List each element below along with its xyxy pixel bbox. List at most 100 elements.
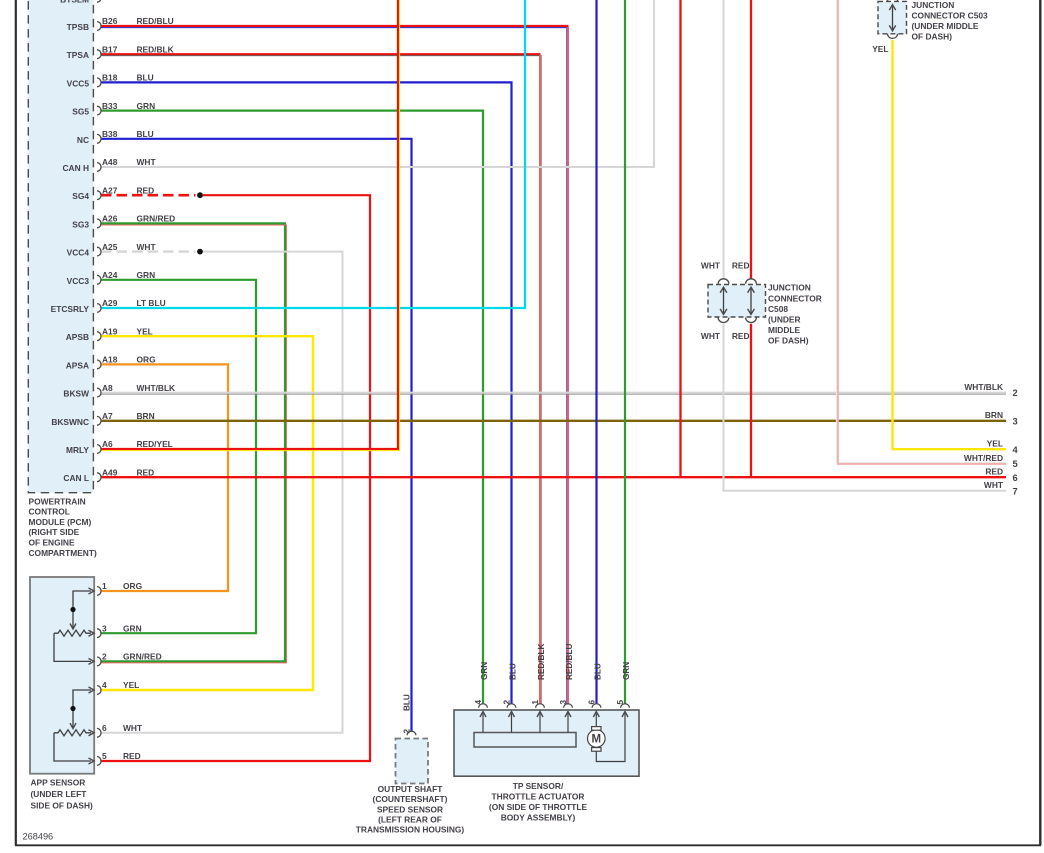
svg-text:2: 2 <box>102 652 107 662</box>
svg-text:(UNDER MIDDLE: (UNDER MIDDLE <box>912 21 979 31</box>
svg-text:RED: RED <box>732 260 750 270</box>
svg-text:APSA: APSA <box>66 360 89 370</box>
svg-text:TPSB: TPSB <box>67 22 89 32</box>
svg-text:GRN: GRN <box>622 662 631 680</box>
svg-text:3: 3 <box>559 700 568 705</box>
svg-text:ORG: ORG <box>123 581 142 591</box>
svg-text:(ON SIDE OF THROTTLE: (ON SIDE OF THROTTLE <box>489 802 588 812</box>
svg-text:WHT/BLK: WHT/BLK <box>964 382 1003 392</box>
svg-text:A27: A27 <box>102 185 118 195</box>
svg-text:ETCSRLY: ETCSRLY <box>51 304 90 314</box>
svg-text:268496: 268496 <box>23 832 54 842</box>
svg-text:6: 6 <box>587 700 596 705</box>
svg-text:RED: RED <box>985 467 1003 477</box>
svg-text:YEL: YEL <box>123 680 139 690</box>
svg-text:WHT: WHT <box>984 480 1004 490</box>
svg-text:M: M <box>592 734 602 746</box>
svg-text:TRANSMISSION HOUSING): TRANSMISSION HOUSING) <box>356 825 465 835</box>
svg-text:YEL: YEL <box>987 439 1003 449</box>
svg-text:SPEED SENSOR: SPEED SENSOR <box>377 804 443 814</box>
svg-text:MODULE (PCM): MODULE (PCM) <box>29 517 92 527</box>
svg-text:RED/BLK: RED/BLK <box>537 644 546 680</box>
svg-text:BLU: BLU <box>137 129 154 139</box>
svg-text:5: 5 <box>1013 459 1018 469</box>
svg-text:C508: C508 <box>768 304 788 314</box>
svg-text:SIDE OF DASH): SIDE OF DASH) <box>31 800 94 810</box>
svg-text:A18: A18 <box>102 355 118 365</box>
svg-text:OF DASH): OF DASH) <box>912 31 953 41</box>
svg-text:GRN: GRN <box>137 270 156 280</box>
svg-text:CONTROL: CONTROL <box>29 507 70 517</box>
svg-text:RED: RED <box>732 331 750 341</box>
svg-text:JUNCTION: JUNCTION <box>768 283 811 293</box>
svg-text:(UNDER LEFT: (UNDER LEFT <box>31 789 88 799</box>
svg-text:POWERTRAIN: POWERTRAIN <box>29 496 86 506</box>
svg-text:THROTTLE ACTUATOR: THROTTLE ACTUATOR <box>492 791 585 801</box>
svg-text:SG5: SG5 <box>72 107 89 117</box>
svg-text:RED: RED <box>137 467 155 477</box>
svg-text:BLU: BLU <box>137 73 154 83</box>
svg-text:RED/BLU: RED/BLU <box>565 644 574 680</box>
svg-text:6: 6 <box>1013 473 1018 483</box>
svg-text:3: 3 <box>1013 416 1018 426</box>
svg-text:ORG: ORG <box>137 355 156 365</box>
svg-text:CAN H: CAN H <box>62 163 89 173</box>
svg-text:VCC4: VCC4 <box>67 248 90 258</box>
svg-text:BTSLM: BTSLM <box>60 0 89 5</box>
svg-text:APSB: APSB <box>66 332 89 342</box>
svg-text:BLU: BLU <box>509 663 518 680</box>
svg-text:2: 2 <box>1013 388 1018 398</box>
svg-text:OUTPUT SHAFT: OUTPUT SHAFT <box>378 784 444 794</box>
svg-text:2: 2 <box>402 729 411 734</box>
svg-text:7: 7 <box>1013 486 1018 496</box>
svg-text:BLU: BLU <box>402 694 411 711</box>
svg-text:4: 4 <box>1013 445 1019 455</box>
svg-text:WHT/BLK: WHT/BLK <box>137 383 176 393</box>
svg-text:RED: RED <box>137 185 155 195</box>
svg-text:A24: A24 <box>102 270 118 280</box>
svg-text:4: 4 <box>102 680 107 690</box>
svg-text:TPSA: TPSA <box>67 50 89 60</box>
svg-text:6: 6 <box>102 723 107 733</box>
svg-text:1: 1 <box>102 581 107 591</box>
svg-text:(UNDER: (UNDER <box>768 315 801 325</box>
svg-text:B17: B17 <box>102 44 118 54</box>
svg-text:A19: A19 <box>102 326 118 336</box>
svg-text:COMPARTMENT): COMPARTMENT) <box>29 548 97 558</box>
svg-text:2: 2 <box>502 700 511 705</box>
svg-text:A25: A25 <box>102 242 118 252</box>
svg-text:B18: B18 <box>102 73 118 83</box>
svg-text:A49: A49 <box>102 467 118 477</box>
svg-text:BRN: BRN <box>137 411 155 421</box>
svg-text:WHT: WHT <box>701 331 721 341</box>
svg-text:WHT: WHT <box>137 157 157 167</box>
svg-text:MIDDLE: MIDDLE <box>768 325 801 335</box>
svg-text:A8: A8 <box>102 383 113 393</box>
svg-text:WHT: WHT <box>137 242 157 252</box>
svg-text:RED/BLK: RED/BLK <box>137 44 174 54</box>
svg-text:WHT/RED: WHT/RED <box>964 453 1003 463</box>
svg-text:B26: B26 <box>102 16 118 26</box>
svg-text:GRN: GRN <box>137 101 156 111</box>
svg-text:B33: B33 <box>102 101 118 111</box>
svg-text:5: 5 <box>102 751 107 761</box>
svg-text:RED: RED <box>123 751 141 761</box>
svg-text:A48: A48 <box>102 157 118 167</box>
svg-text:NC: NC <box>77 135 89 145</box>
svg-text:WHT: WHT <box>701 260 721 270</box>
svg-text:CAN L: CAN L <box>63 473 89 483</box>
svg-text:(RIGHT SIDE: (RIGHT SIDE <box>29 527 80 537</box>
svg-text:(COUNTERSHAFT): (COUNTERSHAFT) <box>373 794 448 804</box>
svg-text:BKSWNC: BKSWNC <box>51 417 89 427</box>
svg-text:BLU: BLU <box>594 663 603 680</box>
svg-text:B38: B38 <box>102 129 118 139</box>
svg-text:5: 5 <box>616 700 625 705</box>
svg-text:SG3: SG3 <box>72 219 89 229</box>
svg-text:GRN/RED: GRN/RED <box>137 214 176 224</box>
svg-text:VCC3: VCC3 <box>67 276 90 286</box>
svg-text:OF DASH): OF DASH) <box>768 336 809 346</box>
svg-text:RED/YEL: RED/YEL <box>137 439 173 449</box>
svg-text:BRN: BRN <box>985 410 1003 420</box>
svg-text:TP SENSOR/: TP SENSOR/ <box>513 781 564 791</box>
svg-text:(LEFT REAR OF: (LEFT REAR OF <box>378 814 442 824</box>
